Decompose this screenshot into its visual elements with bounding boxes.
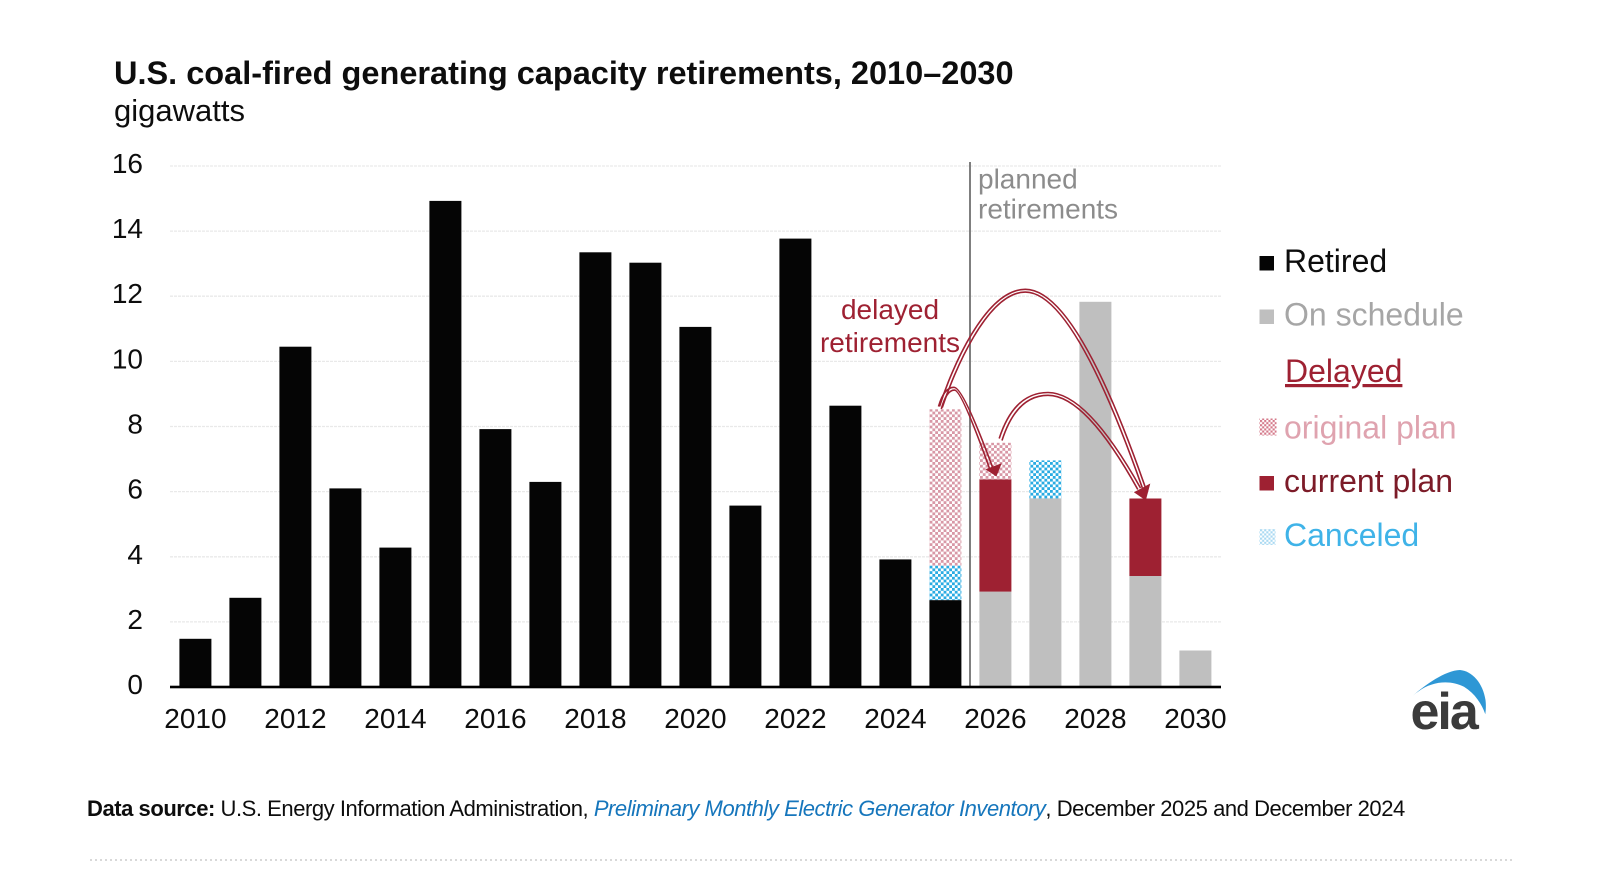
svg-text:16: 16 <box>112 148 143 179</box>
svg-text:2024: 2024 <box>864 703 926 734</box>
svg-text:Retired: Retired <box>1284 243 1387 279</box>
svg-text:12: 12 <box>112 278 143 309</box>
svg-text:2028: 2028 <box>1064 703 1126 734</box>
svg-text:gigawatts: gigawatts <box>114 93 245 128</box>
svg-text:2: 2 <box>127 604 143 635</box>
svg-text:2016: 2016 <box>464 703 526 734</box>
svg-text:2010: 2010 <box>164 703 226 734</box>
svg-text:eia: eia <box>1411 683 1480 741</box>
svg-text:2018: 2018 <box>564 703 626 734</box>
svg-text:2012: 2012 <box>264 703 326 734</box>
svg-text:Canceled: Canceled <box>1284 517 1419 553</box>
svg-text:delayed: delayed <box>841 294 939 325</box>
svg-text:2020: 2020 <box>664 703 726 734</box>
svg-text:On schedule: On schedule <box>1284 297 1464 333</box>
svg-text:10: 10 <box>112 343 143 374</box>
svg-text:8: 8 <box>127 409 143 440</box>
svg-text:2014: 2014 <box>364 703 426 734</box>
svg-text:Data source: U.S. Energy Infor: Data source: U.S. Energy Information Adm… <box>87 796 1405 821</box>
svg-text:current plan: current plan <box>1284 463 1453 499</box>
svg-text:retirements: retirements <box>978 194 1118 225</box>
svg-text:0: 0 <box>127 669 143 700</box>
svg-text:original plan: original plan <box>1284 410 1457 446</box>
svg-text:Delayed: Delayed <box>1285 353 1402 389</box>
svg-text:U.S. coal-fired generating cap: U.S. coal-fired generating capacity reti… <box>114 55 1014 91</box>
svg-text:6: 6 <box>127 474 143 505</box>
svg-text:4: 4 <box>127 539 143 570</box>
svg-text:planned: planned <box>978 164 1078 195</box>
svg-text:retirements: retirements <box>820 327 960 358</box>
svg-text:2030: 2030 <box>1164 703 1226 734</box>
svg-text:2022: 2022 <box>764 703 826 734</box>
svg-text:14: 14 <box>112 213 143 244</box>
svg-text:2026: 2026 <box>964 703 1026 734</box>
